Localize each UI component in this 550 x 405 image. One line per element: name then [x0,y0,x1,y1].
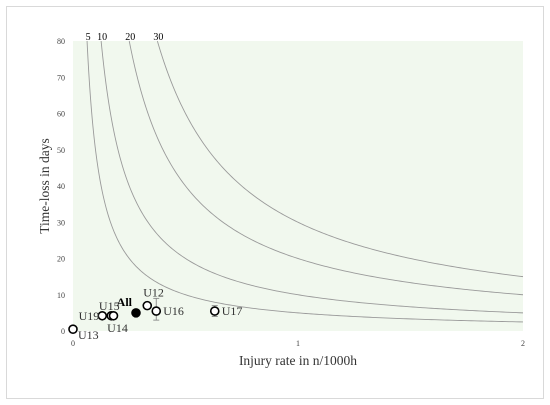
y-tick-label: 10 [57,291,65,300]
data-point-u13 [68,324,78,334]
data-points [68,300,220,334]
data-point-u17 [209,306,220,316]
y-tick-label: 80 [57,37,65,46]
point-label: U17 [222,304,243,318]
iso-burden-curve-label: 30 [153,32,163,43]
data-point-u12 [142,300,153,311]
x-tick-label: 2 [521,339,525,348]
y-tick-label: 60 [57,110,65,119]
point-label: U15 [99,299,120,313]
data-point-all [131,308,141,318]
iso-burden-curves: 5 10 20 30 [86,32,524,323]
y-axis-label: Time-loss in days [37,138,52,234]
iso-burden-curve-label: 20 [125,32,135,43]
plot-background [73,41,523,331]
y-tick-label: 0 [61,327,65,336]
x-tick-label: 0 [71,339,75,348]
iso-burden-curve-10 [100,40,524,314]
iso-burden-curve-5 [86,40,524,323]
x-axis-label: Injury rate in n/1000h [239,353,357,368]
point-label: U12 [143,286,164,300]
y-tick-label: 30 [57,218,65,227]
y-tick-label: 20 [57,255,65,264]
point-label: U13 [78,328,99,342]
x-tick-label: 1 [296,339,300,348]
point-label: U19 [79,309,100,323]
iso-burden-curve-30 [156,40,524,278]
y-tick-label: 70 [57,73,65,82]
y-tick-label: 40 [57,182,65,191]
chart-frame: 5 10 20 30 0 1 2 0 10 20 30 40 50 60 70 80 U13 U19 U15 U1… [6,6,544,399]
point-label: U14 [107,321,128,335]
point-label: All [117,295,133,309]
data-point-u14 [108,310,119,321]
iso-burden-curve-20 [128,40,524,296]
data-point-u19 [97,310,108,321]
data-point-u16 [151,306,162,316]
iso-burden-curve-label: 5 [86,32,91,43]
iso-burden-curve-label: 10 [97,32,107,43]
point-label: U16 [163,304,184,318]
y-tick-label: 50 [57,146,65,155]
